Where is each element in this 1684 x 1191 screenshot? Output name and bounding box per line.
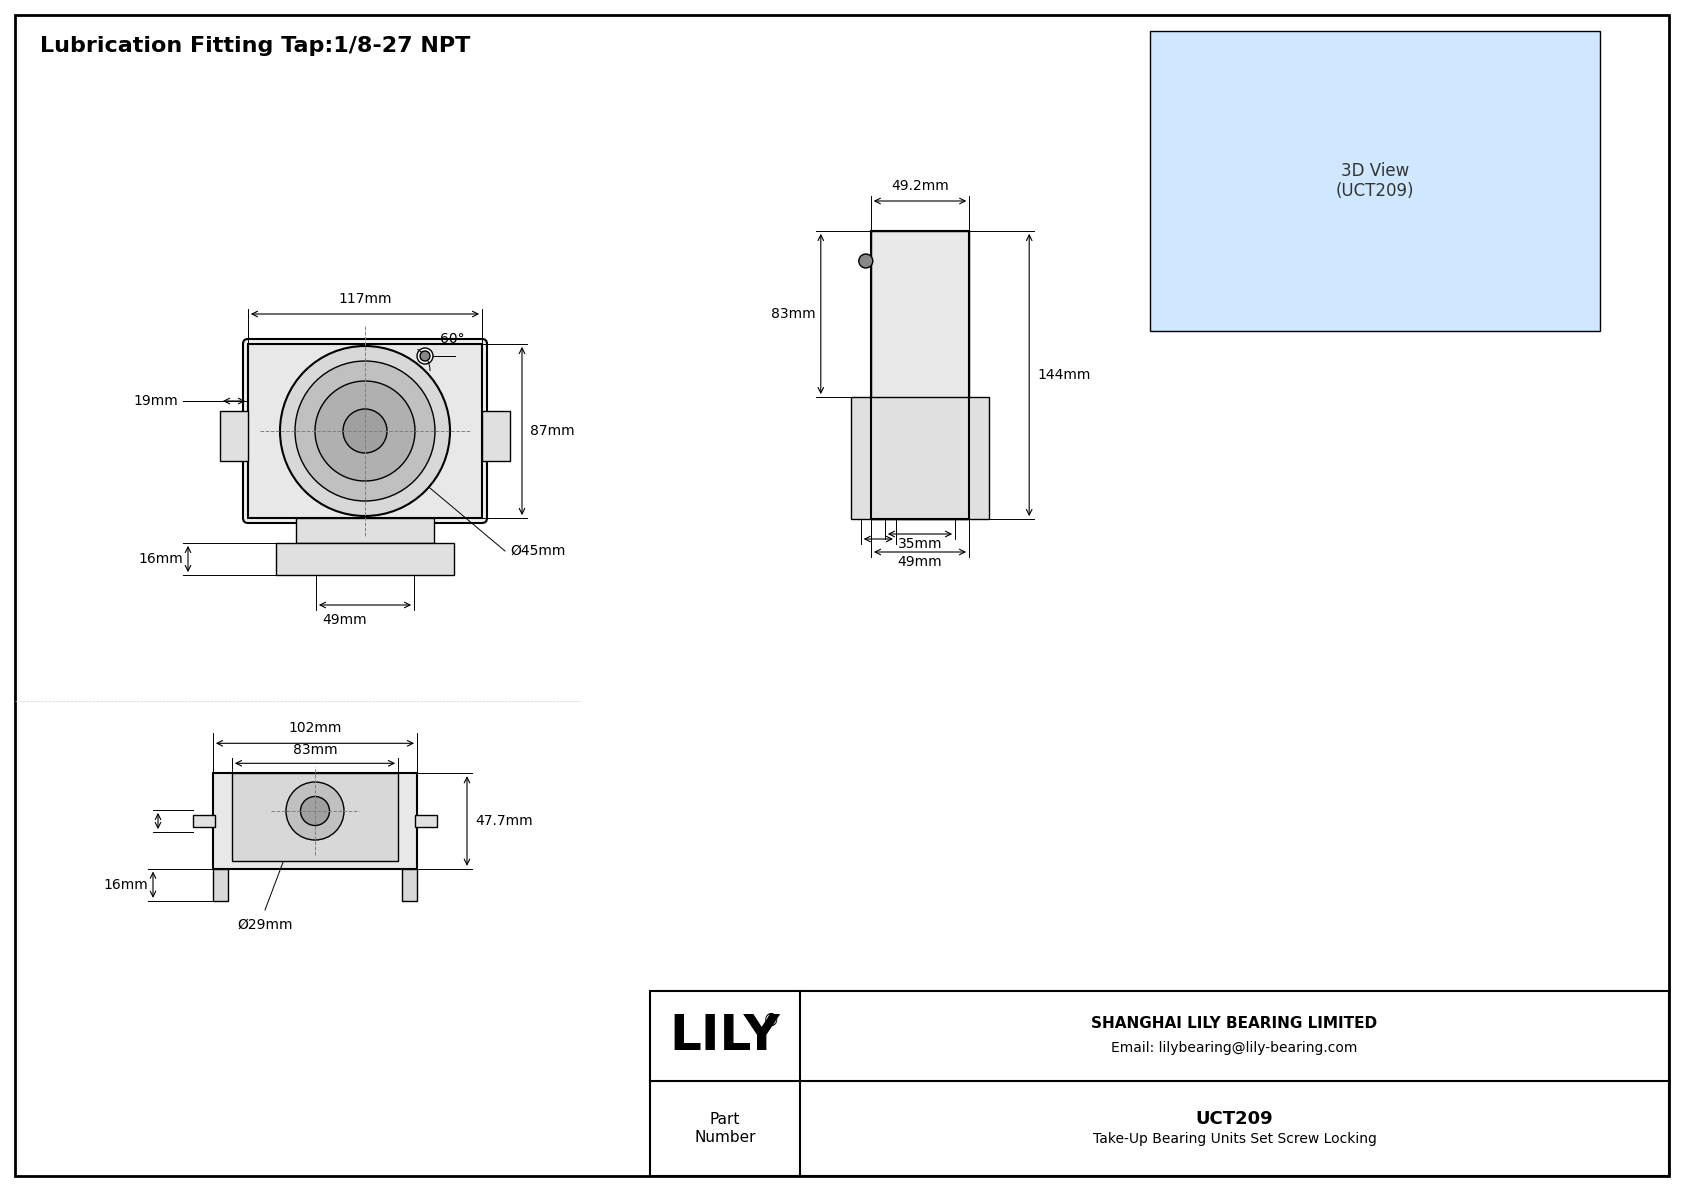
Text: 16mm: 16mm <box>138 551 184 566</box>
Text: 144mm: 144mm <box>1037 368 1091 382</box>
Bar <box>212 773 418 868</box>
Circle shape <box>280 347 450 516</box>
Circle shape <box>286 782 344 840</box>
Text: 19mm: 19mm <box>133 394 179 409</box>
Bar <box>1150 31 1600 331</box>
Text: 102mm: 102mm <box>288 722 342 735</box>
Text: Ø29mm: Ø29mm <box>237 918 293 933</box>
Text: Ø45mm: Ø45mm <box>510 544 566 559</box>
Text: 83mm: 83mm <box>771 307 815 322</box>
Bar <box>232 773 397 861</box>
Circle shape <box>419 351 429 361</box>
Text: 117mm: 117mm <box>338 292 392 306</box>
Bar <box>414 815 438 827</box>
Text: LILY: LILY <box>670 1012 780 1060</box>
Text: 47.7mm: 47.7mm <box>475 813 532 828</box>
Bar <box>296 518 434 543</box>
Bar <box>402 868 418 900</box>
Text: 49mm: 49mm <box>323 613 367 626</box>
Text: UCT209: UCT209 <box>1196 1110 1273 1128</box>
Bar <box>194 815 216 827</box>
Text: 3D View
(UCT209): 3D View (UCT209) <box>1335 162 1415 200</box>
Text: 83mm: 83mm <box>293 743 337 757</box>
Bar <box>276 543 455 575</box>
Text: Part
Number: Part Number <box>694 1112 756 1145</box>
Text: Lubrication Fitting Tap:1/8-27 NPT: Lubrication Fitting Tap:1/8-27 NPT <box>40 36 470 56</box>
Text: Take-Up Bearing Units Set Screw Locking: Take-Up Bearing Units Set Screw Locking <box>1093 1131 1376 1146</box>
Circle shape <box>295 361 434 501</box>
Circle shape <box>418 348 433 364</box>
FancyBboxPatch shape <box>242 339 487 523</box>
Text: 35mm: 35mm <box>898 537 943 551</box>
Circle shape <box>859 254 872 268</box>
Text: 60°: 60° <box>440 332 465 347</box>
Text: Email: lilybearing@lily-bearing.com: Email: lilybearing@lily-bearing.com <box>1111 1041 1357 1055</box>
Circle shape <box>300 797 330 825</box>
Text: 49mm: 49mm <box>898 555 943 569</box>
Bar <box>871 231 970 519</box>
Circle shape <box>315 381 414 481</box>
Text: 16mm: 16mm <box>103 878 148 892</box>
Text: 49.2mm: 49.2mm <box>891 179 948 193</box>
Bar <box>482 411 510 461</box>
Bar <box>221 411 248 461</box>
Text: ®: ® <box>763 1012 780 1030</box>
Text: SHANGHAI LILY BEARING LIMITED: SHANGHAI LILY BEARING LIMITED <box>1091 1016 1378 1031</box>
Bar <box>212 868 227 900</box>
Circle shape <box>344 409 387 453</box>
Bar <box>248 344 482 518</box>
Text: 87mm: 87mm <box>530 424 574 438</box>
Bar <box>850 397 989 519</box>
Bar <box>871 231 970 519</box>
Bar <box>650 991 1669 1176</box>
